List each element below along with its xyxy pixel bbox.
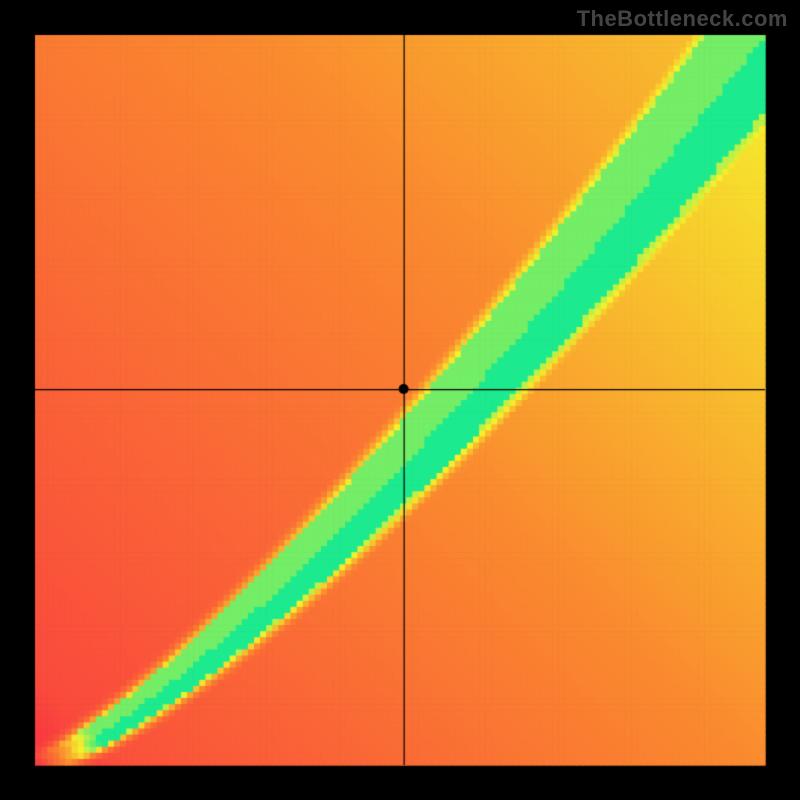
chart-container: TheBottleneck.com [0, 0, 800, 800]
watermark-text: TheBottleneck.com [577, 6, 788, 32]
bottleneck-heatmap-canvas [0, 0, 800, 800]
